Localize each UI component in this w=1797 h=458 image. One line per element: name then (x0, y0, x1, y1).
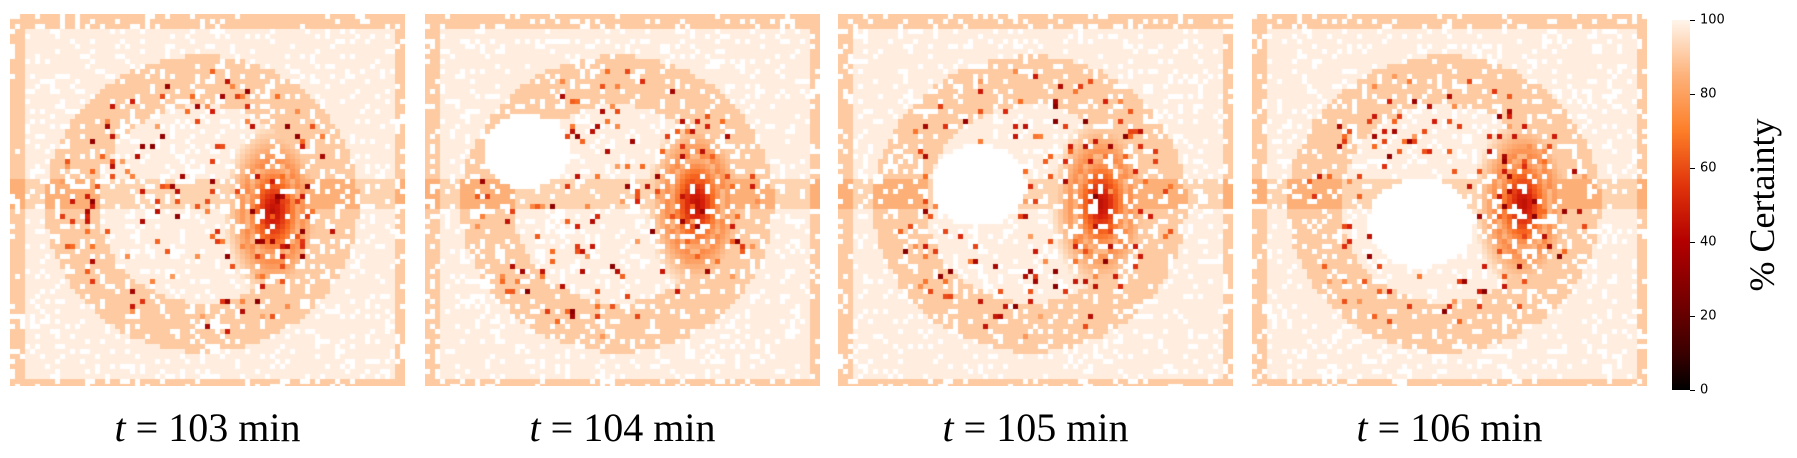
heatmap-panel-103 (10, 14, 405, 386)
caption-panel-3: t = 105 min (942, 405, 1129, 450)
heatmap-canvas (425, 14, 820, 386)
heatmap-panel-106 (1252, 14, 1647, 386)
caption-panel-1: t = 103 min (114, 405, 301, 450)
caption-panel-4: t = 106 min (1356, 405, 1543, 450)
colorbar-tick-label: 60 (1700, 160, 1717, 176)
caption-panel-2: t = 104 min (529, 405, 716, 450)
colorbar-tick (1690, 316, 1695, 317)
colorbar-tick (1690, 242, 1695, 243)
colorbar-tick (1690, 20, 1695, 21)
colorbar-tick-label: 0 (1700, 382, 1709, 398)
colorbar-tick-label: 100 (1700, 12, 1725, 28)
colorbar-tick-label: 40 (1700, 234, 1717, 250)
colorbar-tick (1690, 390, 1695, 391)
heatmap-panel-105 (838, 14, 1233, 386)
colorbar-tick (1690, 94, 1695, 95)
colorbar-tick (1690, 168, 1695, 169)
colorbar-tick-label: 20 (1700, 308, 1717, 324)
heatmap-canvas (838, 14, 1233, 386)
heatmap-canvas (1252, 14, 1647, 386)
heatmap-canvas (10, 14, 405, 386)
colorbar-tick-label: 80 (1700, 86, 1717, 102)
heatmap-panel-104 (425, 14, 820, 386)
colorbar (1672, 20, 1690, 390)
colorbar-label: % Certainty (1742, 118, 1782, 292)
